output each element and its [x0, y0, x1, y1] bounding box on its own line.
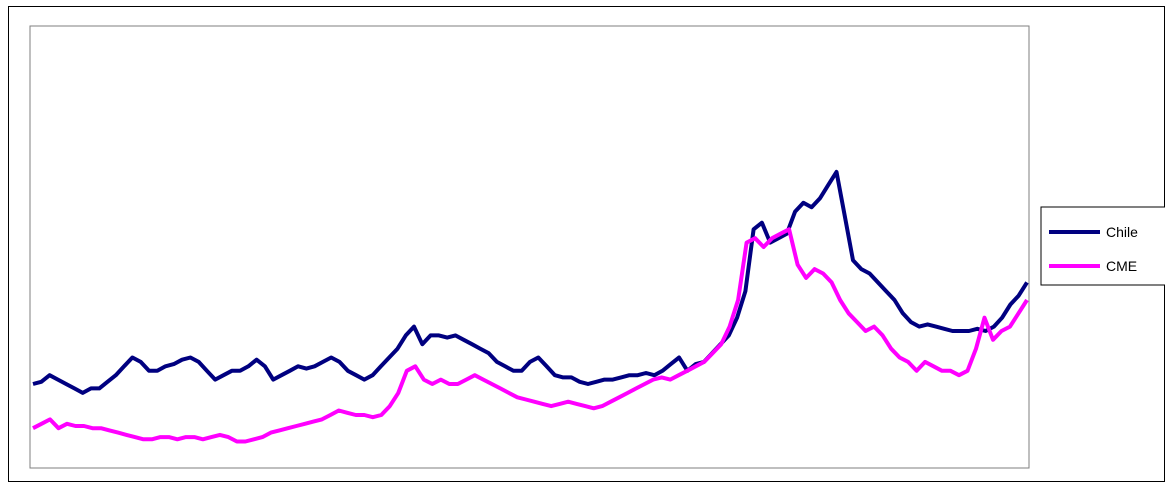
legend-label-chile: Chile [1106, 224, 1138, 240]
legend-box [1040, 206, 1165, 286]
legend: Chile CME [1040, 206, 1165, 286]
plot-area [29, 25, 1030, 469]
series-line-cme [32, 227, 1029, 444]
series-layer [32, 169, 1029, 444]
series-line-chile [32, 169, 1029, 395]
legend-label-cme: CME [1106, 258, 1137, 274]
